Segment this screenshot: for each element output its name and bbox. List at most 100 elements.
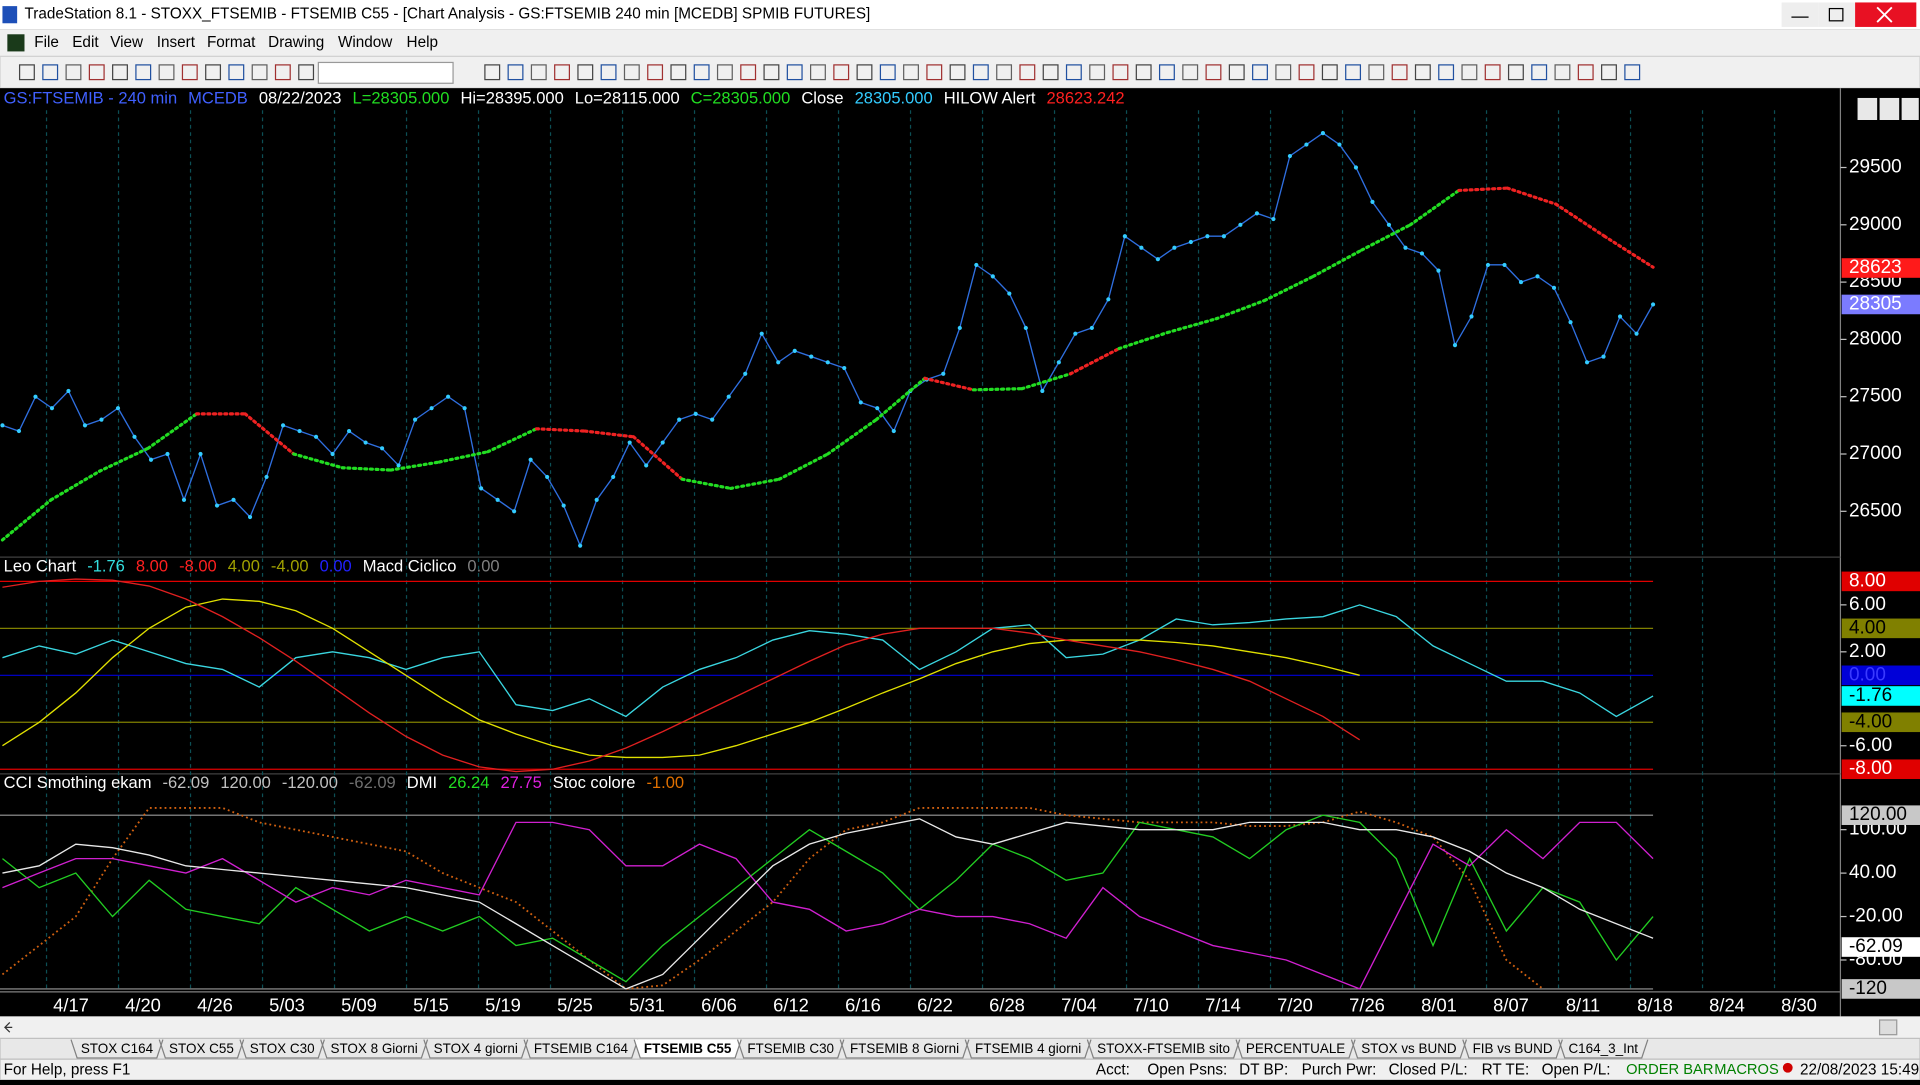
tool-icon[interactable]: [740, 64, 757, 81]
tab-label[interactable]: PERCENTUALE: [1246, 1041, 1345, 1056]
tab-label[interactable]: STOX 4 giorni: [434, 1041, 518, 1056]
tab[interactable]: STOX C30: [239, 1039, 325, 1059]
tab-label[interactable]: STOXX-FTSEMIB sito: [1097, 1041, 1230, 1056]
tool-icon[interactable]: [18, 64, 35, 81]
tool-icon[interactable]: [181, 64, 198, 81]
tool-icon[interactable]: [763, 64, 780, 81]
tool-icon[interactable]: [1391, 64, 1408, 81]
tool-icon[interactable]: [600, 64, 617, 81]
tool-icon[interactable]: [926, 64, 943, 81]
tool-icon[interactable]: [1019, 64, 1036, 81]
tab-shape[interactable]: [839, 1039, 970, 1059]
tool-icon[interactable]: [1205, 64, 1222, 81]
tab-shape[interactable]: [239, 1039, 325, 1059]
tool-icon[interactable]: [623, 64, 640, 81]
tab-label[interactable]: FIB vs BUND: [1473, 1041, 1553, 1056]
tool-icon[interactable]: [647, 64, 664, 81]
tool-icon[interactable]: [274, 64, 291, 81]
tab[interactable]: C164_3_Int: [1558, 1039, 1649, 1059]
tab-label[interactable]: STOX C55: [169, 1041, 234, 1056]
tool-icon[interactable]: [879, 64, 896, 81]
tool-icon[interactable]: [1158, 64, 1175, 81]
maximize[interactable]: [1818, 2, 1856, 27]
tool-icon[interactable]: [1089, 64, 1106, 81]
tool-icon[interactable]: [1182, 64, 1199, 81]
tool-icon[interactable]: [577, 64, 594, 81]
tool-icon[interactable]: [1275, 64, 1292, 81]
tab-shape[interactable]: [736, 1039, 845, 1059]
order-bar[interactable]: ORDER BAR: [1626, 1062, 1713, 1078]
tab-shape[interactable]: [1235, 1039, 1356, 1059]
tool-icon[interactable]: [65, 64, 82, 81]
tool-icon[interactable]: [833, 64, 850, 81]
tool-icon[interactable]: [554, 64, 570, 81]
tool-icon[interactable]: [1065, 64, 1082, 81]
tool-icon[interactable]: [949, 64, 966, 81]
tool-icon[interactable]: [1438, 64, 1455, 81]
tool-icon[interactable]: [1252, 64, 1268, 81]
tool-icon[interactable]: [1321, 64, 1338, 81]
menu-item[interactable]: Edit: [72, 34, 99, 51]
symbol-dropdown[interactable]: [317, 61, 454, 84]
tab[interactable]: FTSEMIB C30: [736, 1039, 845, 1059]
menu-item[interactable]: Drawing: [268, 34, 324, 51]
menu-item[interactable]: Window: [338, 34, 393, 51]
tab-label[interactable]: STOX vs BUND: [1361, 1041, 1457, 1056]
tab-shape[interactable]: [964, 1039, 1092, 1059]
tool-icon[interactable]: [1228, 64, 1245, 81]
tool-icon[interactable]: [716, 64, 733, 81]
tool-icon[interactable]: [135, 64, 152, 81]
tool-icon[interactable]: [693, 64, 710, 81]
tab-shape[interactable]: [320, 1039, 429, 1059]
tab-shape[interactable]: [423, 1039, 529, 1059]
tab[interactable]: STOXX-FTSEMIB sito: [1086, 1039, 1241, 1059]
tool-icon[interactable]: [996, 64, 1013, 81]
tool-icon[interactable]: [1577, 64, 1594, 81]
scroll-left[interactable]: [4, 1022, 13, 1033]
tab[interactable]: STOX 8 Giorni: [320, 1039, 429, 1059]
tool-icon[interactable]: [205, 64, 222, 81]
tab[interactable]: FTSEMIB 4 giorni: [964, 1039, 1092, 1059]
tab-label[interactable]: FTSEMIB 4 giorni: [975, 1041, 1081, 1056]
tool-icon[interactable]: [228, 64, 245, 81]
tool-icon[interactable]: [1414, 64, 1431, 81]
tool-icon[interactable]: [1461, 64, 1478, 81]
tab-shape[interactable]: [1558, 1039, 1649, 1059]
tool-icon[interactable]: [42, 64, 59, 81]
tool-icon[interactable]: [1042, 64, 1059, 81]
scroll-thumb[interactable]: [1878, 1019, 1898, 1036]
tool-icon[interactable]: [1368, 64, 1385, 81]
tab[interactable]: STOX 4 giorni: [423, 1039, 529, 1059]
macros[interactable]: MACROS: [1714, 1062, 1779, 1078]
chart-restore[interactable]: [1879, 97, 1900, 120]
tool-icon[interactable]: [1484, 64, 1501, 81]
tab-label[interactable]: C164_3_Int: [1568, 1041, 1638, 1056]
tab[interactable]: PERCENTUALE: [1235, 1039, 1356, 1059]
menu-item[interactable]: Help: [407, 34, 438, 51]
tab[interactable]: FTSEMIB C164: [523, 1039, 639, 1059]
tool-icon[interactable]: [298, 64, 315, 81]
tool-icon[interactable]: [1345, 64, 1362, 81]
tab[interactable]: STOX C164: [70, 1039, 164, 1059]
tab-label[interactable]: FTSEMIB 8 Giorni: [850, 1041, 959, 1056]
tool-icon[interactable]: [1601, 64, 1617, 81]
menu-item[interactable]: Format: [207, 34, 256, 51]
tab-shape[interactable]: [1086, 1039, 1241, 1059]
chart-window-controls[interactable]: [1857, 97, 1919, 120]
tool-icon[interactable]: [530, 64, 547, 81]
tool-icon[interactable]: [1624, 64, 1641, 81]
window-controls[interactable]: [1781, 2, 1917, 27]
tool-icon[interactable]: [251, 64, 268, 81]
tab[interactable]: FIB vs BUND: [1462, 1039, 1563, 1059]
minimize[interactable]: [1781, 2, 1819, 27]
tab[interactable]: FTSEMIB C55: [633, 1039, 742, 1059]
menu-item[interactable]: View: [110, 34, 144, 51]
tool-icon[interactable]: [1554, 64, 1571, 81]
tool-icon[interactable]: [1531, 64, 1548, 81]
tab-shape[interactable]: [70, 1039, 164, 1059]
tab-shape[interactable]: [1462, 1039, 1563, 1059]
tool-icon[interactable]: [903, 64, 919, 81]
tab-label[interactable]: FTSEMIB C55: [644, 1041, 732, 1056]
tool-icon[interactable]: [484, 64, 501, 81]
menu-item[interactable]: File: [34, 34, 59, 51]
